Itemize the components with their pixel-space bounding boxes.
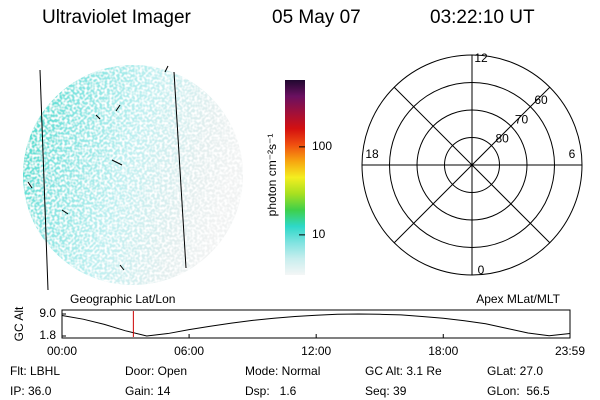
mlat-ring (444, 137, 500, 193)
image-title: Geographic Lat/Lon (70, 292, 175, 306)
x-tick-label: 18:00 (428, 344, 458, 358)
info-field: GLon: 56.5 (487, 384, 550, 398)
mlt-label: 0 (478, 263, 485, 277)
info-field: IP: 36.0 (10, 384, 52, 398)
x-tick-label: 12:00 (301, 344, 331, 358)
info-field: Mode: Normal (245, 364, 320, 378)
title: Ultraviolet Imager (42, 7, 192, 28)
y-tick-label: 9.0 (39, 306, 56, 320)
mlat-label: 60 (534, 93, 548, 107)
mlt-label: 18 (365, 147, 379, 161)
colorbar-label: photon cm⁻²s⁻¹ (265, 134, 279, 217)
time: 03:22:10 UT (430, 7, 535, 28)
info-field: Dsp: 1.6 (245, 384, 297, 398)
uv-image (23, 65, 243, 291)
mlat-label: 80 (495, 132, 509, 146)
info-field: Flt: LBHL (10, 364, 60, 378)
info-field: Seq: 39 (365, 384, 407, 398)
altitude-curve (61, 313, 571, 337)
colorbar (285, 80, 305, 275)
colorbar-tick-label: 10 (312, 227, 326, 241)
timeline-ylabel: GC Alt (12, 306, 26, 341)
earth-disk (23, 65, 243, 285)
colorbar-tick-label: 100 (312, 139, 332, 153)
meridian-line (39, 69, 49, 291)
info-field: GLat: 27.0 (487, 364, 543, 378)
info-field: Door: Open (125, 364, 187, 378)
grid-fragments (27, 65, 169, 271)
mlat-ring (416, 109, 528, 221)
date: 05 May 07 (272, 7, 361, 28)
x-tick-label: 23:59 (555, 344, 585, 358)
mlt-label: 6 (569, 147, 576, 161)
meridian-line (173, 71, 187, 269)
info-field: Gain: 14 (125, 384, 171, 398)
x-tick-label: 00:00 (47, 344, 77, 358)
mlat-ring (389, 82, 555, 248)
x-tick-label: 06:00 (174, 344, 204, 358)
y-tick-label: 1.8 (39, 328, 56, 342)
info-field: GC Alt: 3.1 Re (365, 364, 442, 378)
polar-title: Apex MLat/MLT (476, 292, 560, 306)
header: Ultraviolet Imager 05 May 07 03:22:10 UT (42, 7, 535, 28)
mlat-label: 70 (515, 112, 529, 126)
mlt-label: 12 (474, 51, 488, 65)
polar-spoke (393, 86, 551, 244)
